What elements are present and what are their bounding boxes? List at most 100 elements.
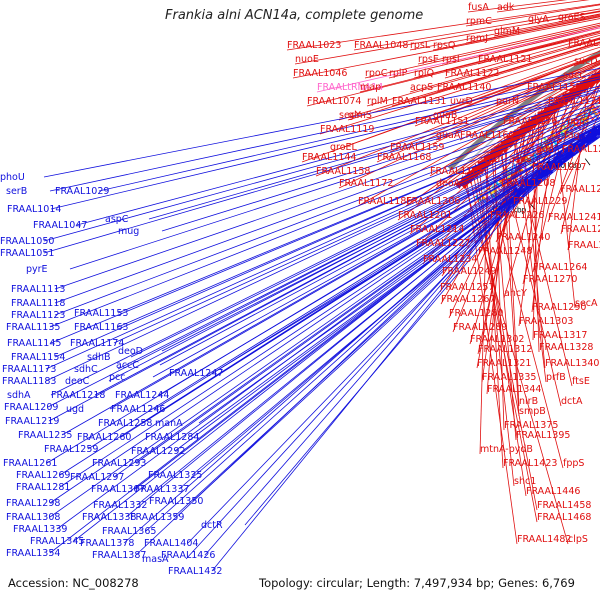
- forward-gene-label: acpS: [410, 82, 433, 93]
- reverse-gene-label: FRAAL1135: [6, 322, 60, 333]
- forward-label-leader: [440, 95, 561, 305]
- reverse-gene-label: FRAAL1325: [148, 470, 202, 481]
- forward-label-leader: [294, 11, 600, 65]
- forward-label-leader: [306, 32, 600, 107]
- reverse-gene-label: FRAAL1345: [30, 536, 84, 547]
- forward-gene-label: guaA: [436, 130, 461, 141]
- forward-gene-label: FRAAL1074: [307, 96, 361, 107]
- forward-gene-label: FRAAL1144: [302, 152, 356, 163]
- reverse-label-leader: [59, 130, 600, 476]
- forward-label-leader: [316, 27, 600, 93]
- reverse-gene-label: FRAAL1281: [16, 482, 70, 493]
- feature-mark: [525, 158, 532, 167]
- reverse-gene-label: FRAAL1298: [6, 498, 60, 509]
- forward-gene-label: FRAAL1230: [560, 184, 600, 195]
- forward-gene-label: rpsL: [410, 40, 431, 51]
- forward-label-leader: [567, 75, 590, 251]
- forward-label-leader: [468, 169, 538, 523]
- reverse-label-leader: [50, 113, 600, 344]
- reverse-gene-label: deoD: [118, 346, 143, 357]
- forward-gene-label: FRAAL1158: [316, 166, 370, 177]
- reverse-label-leader: [117, 114, 600, 314]
- forward-gene-label: FRAAL1241: [548, 212, 600, 223]
- forward-label-leader: [389, 59, 600, 153]
- forward-gene-label: FRAAL1155: [527, 82, 581, 93]
- forward-gene-label: FRAAL1186: [358, 196, 412, 207]
- reverse-label-leader: [185, 185, 529, 560]
- forward-gene-label: FRAAL1141: [568, 38, 600, 49]
- forward-gene-label: add: [536, 144, 554, 155]
- reverse-gene-label: FRAAL1432: [168, 566, 222, 577]
- reverse-label-leader: [49, 178, 538, 554]
- forward-label-leader: [518, 105, 547, 327]
- reverse-label-leader: [59, 130, 600, 488]
- reverse-label-leader: [56, 156, 565, 530]
- forward-gene-label: ftsE: [572, 376, 590, 387]
- reverse-gene-label: FRAAL1118: [11, 298, 65, 309]
- reverse-label-leader: [212, 136, 600, 374]
- forward-gene-label: FRAAL1204: [562, 144, 600, 155]
- forward-gene-label: FRAAL1289: [453, 322, 507, 333]
- reverse-label-leader: [48, 125, 600, 422]
- forward-gene-label: secY: [339, 110, 361, 121]
- reverse-label-leader: [152, 130, 600, 378]
- forward-gene-label: FRAAL1423: [503, 458, 557, 469]
- reverse-label-leader: [130, 124, 600, 358]
- reverse-gene-label: FRAAL1153: [74, 308, 128, 319]
- reverse-label-leader: [159, 129, 600, 366]
- reverse-gene-label: FRAAL1247: [169, 368, 223, 379]
- forward-label-leader: [552, 100, 576, 309]
- forward-gene-label: aspS: [509, 154, 532, 165]
- forward-label-leader: [319, 46, 600, 135]
- forward-label-leader: [501, 140, 520, 417]
- reverse-gene-label: FRAAL1297: [70, 472, 124, 483]
- forward-label-leader: [496, 0, 590, 13]
- forward-gene-label: clpS: [568, 534, 588, 545]
- reverse-label-leader: [54, 101, 600, 290]
- reverse-label-leader: [50, 78, 600, 210]
- forward-label-leader: [315, 60, 600, 177]
- forward-gene-label: FRAAL1458: [537, 500, 591, 511]
- forward-gene-label: glmM: [494, 26, 520, 37]
- reverse-label-leader: [49, 110, 600, 328]
- reverse-label-leader: [43, 87, 600, 242]
- forward-gene-label: FRAAL1185: [430, 166, 484, 177]
- forward-gene-label: prfB: [546, 372, 566, 383]
- forward-label-leader: [562, 63, 600, 81]
- forward-gene-label: FRAAL1229: [513, 196, 567, 207]
- reverse-gene-label: dctR: [201, 520, 223, 531]
- reverse-gene-label: FRAAL1365: [102, 526, 156, 537]
- forward-gene-label: FRAAL1375: [504, 420, 558, 431]
- reverse-gene-label: phoU: [0, 172, 25, 183]
- reverse-gene-label: FRAAL1332: [93, 500, 147, 511]
- forward-gene-label: FRAAL1248: [478, 246, 532, 257]
- forward-gene-label: FRAAL1206: [406, 196, 460, 207]
- reverse-label-leader: [123, 167, 551, 544]
- forward-gene-label: dctA: [561, 396, 583, 407]
- forward-label-leader: [286, 3, 600, 51]
- reverse-label-leader: [98, 76, 600, 192]
- reverse-label-leader: [76, 85, 600, 226]
- forward-gene-label: FRAAL1482: [517, 534, 571, 545]
- forward-gene-label: FRAAL1122: [445, 68, 499, 79]
- forward-gene-label: FRAAL1270: [523, 274, 577, 285]
- reverse-label-leader: [161, 95, 600, 232]
- reverse-gene-label: sdhC: [74, 364, 98, 375]
- forward-label-leader: [417, 22, 600, 65]
- forward-gene-label: rpsI: [442, 54, 460, 65]
- reverse-gene-label: FRAAL1260: [77, 432, 131, 443]
- kbp-tick-label: 1400 kbp: [546, 161, 582, 170]
- reverse-gene-label: FRAAL1050: [0, 236, 54, 247]
- reverse-label-leader: [244, 174, 542, 526]
- forward-gene-label: rpsQ: [433, 40, 455, 51]
- reverse-gene-label: FRAAL1219: [5, 416, 59, 427]
- reverse-gene-label: sdhB: [87, 352, 111, 363]
- forward-gene-label: sucD: [574, 56, 598, 67]
- forward-gene-label: fppS: [563, 458, 584, 469]
- reverse-gene-label: FRAAL1244: [115, 390, 169, 401]
- forward-label-leader: [563, 105, 600, 141]
- forward-gene-label: FRAAL1023: [287, 40, 341, 51]
- forward-label-leader: [364, 24, 600, 79]
- forward-label-leader: [503, 92, 565, 299]
- forward-gene-label: fusA: [468, 2, 489, 13]
